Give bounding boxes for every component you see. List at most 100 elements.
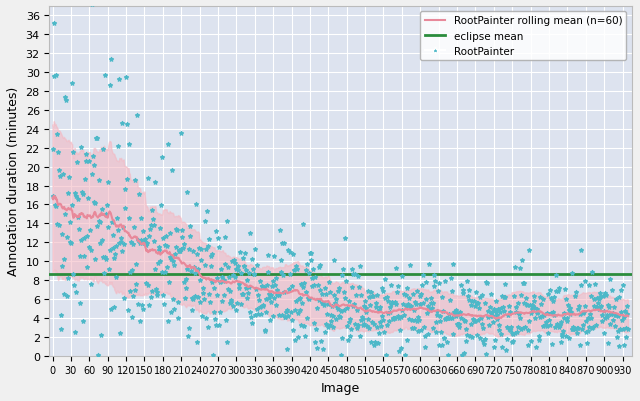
RootPainter <box>179 241 189 248</box>
RootPainter <box>339 290 349 296</box>
RootPainter <box>253 292 263 299</box>
RootPainter <box>207 279 218 286</box>
RootPainter <box>575 311 585 317</box>
RootPainter <box>294 295 305 302</box>
RootPainter <box>102 224 113 231</box>
RootPainter <box>320 285 330 291</box>
RootPainter <box>380 295 390 302</box>
RootPainter <box>252 306 262 313</box>
RootPainter <box>166 257 177 263</box>
RootPainter <box>234 285 244 292</box>
RootPainter <box>494 327 504 333</box>
RootPainter <box>210 316 220 323</box>
RootPainter <box>279 240 289 246</box>
RootPainter <box>78 192 88 198</box>
RootPainter <box>300 323 310 330</box>
RootPainter <box>542 322 552 329</box>
RootPainter <box>316 338 326 344</box>
RootPainter <box>420 279 431 286</box>
RootPainter <box>68 271 78 277</box>
RootPainter <box>539 312 549 318</box>
RootPainter <box>229 257 239 264</box>
RootPainter <box>536 313 547 320</box>
RootPainter <box>317 300 328 306</box>
RootPainter <box>145 227 155 233</box>
RootPainter <box>60 95 70 101</box>
RootPainter <box>533 337 543 343</box>
RootPainter <box>99 254 109 261</box>
RootPainter <box>243 290 253 296</box>
RootPainter <box>385 304 395 311</box>
RootPainter <box>112 215 122 222</box>
RootPainter <box>268 312 278 319</box>
RootPainter <box>104 266 114 273</box>
RootPainter <box>154 247 164 253</box>
RootPainter <box>582 340 592 346</box>
RootPainter <box>275 227 285 233</box>
RootPainter <box>523 327 533 333</box>
RootPainter <box>561 332 571 339</box>
RootPainter <box>337 335 347 341</box>
RootPainter <box>447 332 458 338</box>
RootPainter <box>335 308 346 314</box>
RootPainter <box>535 314 545 321</box>
RootPainter <box>245 230 255 237</box>
RootPainter <box>620 324 630 331</box>
RootPainter <box>252 263 262 269</box>
RootPainter <box>415 294 426 300</box>
RootPainter <box>168 296 178 302</box>
RootPainter <box>565 306 575 312</box>
RootPainter <box>102 202 112 209</box>
RootPainter <box>187 295 197 301</box>
RootPainter <box>329 292 339 299</box>
RootPainter <box>605 321 616 327</box>
RootPainter <box>255 278 265 285</box>
RootPainter <box>548 298 558 304</box>
RootPainter <box>269 295 280 301</box>
RootPainter <box>575 342 586 348</box>
RootPainter <box>444 311 454 318</box>
RootPainter <box>461 326 471 332</box>
RootPainter <box>200 262 211 269</box>
RootPainter <box>264 292 275 298</box>
RootPainter <box>186 268 196 275</box>
RootPainter <box>297 300 307 306</box>
RootPainter <box>406 317 417 323</box>
RootPainter <box>563 302 573 308</box>
RootPainter <box>591 322 601 328</box>
RootPainter <box>175 248 185 255</box>
RootPainter <box>397 307 407 313</box>
RootPainter <box>200 315 211 322</box>
RootPainter <box>461 332 472 338</box>
RootPainter <box>148 239 159 245</box>
RootPainter <box>513 300 523 306</box>
RootPainter <box>418 272 428 278</box>
RootPainter <box>417 282 428 288</box>
RootPainter <box>276 240 287 246</box>
RootPainter <box>77 189 87 196</box>
RootPainter <box>346 326 356 332</box>
RootPainter <box>466 302 476 308</box>
RootPainter <box>148 216 158 223</box>
RootPainter <box>360 298 370 305</box>
RootPainter <box>503 312 513 318</box>
RootPainter <box>301 315 312 321</box>
RootPainter <box>511 304 521 310</box>
RootPainter <box>486 310 497 316</box>
RootPainter <box>195 299 205 306</box>
RootPainter <box>461 338 471 344</box>
RootPainter <box>474 317 484 324</box>
RootPainter <box>477 325 488 331</box>
RootPainter <box>120 205 131 212</box>
RootPainter <box>161 243 172 249</box>
RootPainter <box>358 316 368 323</box>
RootPainter <box>615 326 625 332</box>
RootPainter <box>424 261 434 267</box>
RootPainter <box>259 284 269 290</box>
RootPainter <box>567 326 577 332</box>
RootPainter <box>377 285 387 292</box>
RootPainter <box>504 326 515 332</box>
RootPainter <box>321 321 332 327</box>
RootPainter <box>419 333 429 340</box>
RootPainter <box>493 322 504 329</box>
